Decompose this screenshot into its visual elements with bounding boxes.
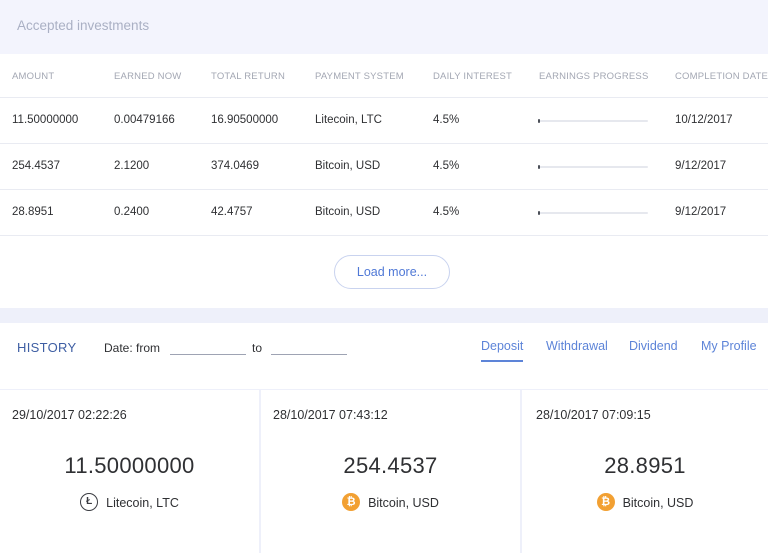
earnings-progress-bar	[538, 119, 648, 123]
card-datetime: 29/10/2017 02:22:26	[12, 408, 127, 422]
history-toolbar: HISTORY Date: from to Deposit Withdrawal…	[0, 323, 768, 389]
payment-system-cell: Bitcoin, USD	[315, 160, 381, 172]
history-card[interactable]: 29/10/2017 02:22:26 11.50000000 Ł Litecoi…	[0, 390, 259, 553]
date-from-input[interactable]	[170, 337, 246, 355]
history-title: HISTORY	[17, 340, 77, 355]
card-amount: 28.8951	[604, 453, 686, 478]
card-payment-label: Litecoin, LTC	[106, 496, 179, 510]
card-datetime: 28/10/2017 07:43:12	[273, 408, 388, 422]
amount-cell: 28.8951	[12, 206, 54, 218]
date-to-input[interactable]	[271, 337, 347, 355]
history-card[interactable]: 28/10/2017 07:09:15 28.8951 ₿ Bitcoin, US…	[522, 390, 768, 553]
daily-interest-cell: 4.5%	[433, 206, 460, 218]
col-header-daily-interest: DAILY INTEREST	[433, 71, 512, 82]
card-payment-label: Bitcoin, USD	[368, 496, 439, 510]
payment-system-cell: Bitcoin, USD	[315, 206, 381, 218]
earned-now-cell: 2.1200	[114, 160, 150, 172]
date-from-label: Date: from	[104, 341, 161, 355]
card-payment: ₿ Bitcoin, USD	[261, 493, 520, 512]
card-datetime: 28/10/2017 07:09:15	[536, 408, 651, 422]
completion-date-cell: 9/12/2017	[675, 160, 727, 172]
investments-header: Accepted investments	[0, 0, 768, 54]
litecoin-icon: Ł	[80, 493, 99, 511]
history-card[interactable]: 28/10/2017 07:43:12 254.4537 ₿ Bitcoin, U…	[261, 390, 520, 553]
daily-interest-cell: 4.5%	[433, 114, 460, 126]
card-payment-label: Bitcoin, USD	[622, 496, 694, 510]
card-amount: 11.50000000	[64, 453, 195, 478]
earnings-progress-bar	[538, 165, 648, 169]
card-payment: Ł Litecoin, LTC	[0, 493, 259, 512]
total-return-cell: 374.0469	[211, 160, 259, 172]
earnings-progress-fill	[538, 211, 540, 215]
total-return-cell: 16.90500000	[211, 114, 279, 126]
table-row: 28.8951 0.2400 42.4757 Bitcoin, USD 4.5%…	[0, 189, 768, 235]
card-payment: ₿ Bitcoin, USD	[522, 493, 768, 512]
col-header-total-return: TOTAL RETURN	[211, 71, 286, 82]
completion-date-cell: 9/12/2017	[675, 206, 727, 218]
section-title: Accepted investments	[17, 18, 150, 33]
tab-deposit[interactable]: Deposit	[481, 339, 524, 362]
amount-cell: 11.50000000	[12, 114, 79, 126]
bitcoin-icon: ₿	[596, 493, 615, 511]
tab-my-profile[interactable]: My Profile	[701, 339, 757, 353]
earnings-progress-fill	[538, 165, 540, 169]
card-amount: 254.4537	[343, 453, 438, 478]
completion-date-cell: 10/12/2017	[675, 114, 733, 126]
daily-interest-cell: 4.5%	[433, 160, 460, 172]
history-cards: 29/10/2017 02:22:26 11.50000000 Ł Litecoi…	[0, 390, 768, 553]
payment-system-cell: Litecoin, LTC	[315, 114, 382, 126]
col-header-completion-date: COMPLETION DATE	[675, 71, 768, 82]
tab-withdrawal[interactable]: Withdrawal	[546, 339, 608, 353]
earned-now-cell: 0.00479166	[114, 114, 175, 126]
earnings-progress-fill	[538, 119, 540, 123]
col-header-earned-now: EARNED NOW	[114, 71, 182, 82]
bitcoin-icon: ₿	[342, 493, 361, 511]
total-return-cell: 42.4757	[211, 206, 253, 218]
col-header-amount: AMOUNT	[12, 71, 55, 82]
tab-dividend[interactable]: Dividend	[629, 339, 678, 353]
col-header-payment-system: PAYMENT SYSTEM	[315, 71, 404, 82]
amount-cell: 254.4537	[12, 160, 60, 172]
table-row: 254.4537 2.1200 374.0469 Bitcoin, USD 4.…	[0, 143, 768, 189]
date-to-label: to	[252, 341, 263, 355]
col-header-earnings-progress: EARNINGS PROGRESS	[539, 71, 649, 82]
earned-now-cell: 0.2400	[114, 206, 150, 218]
table-divider	[0, 235, 768, 236]
load-more-button[interactable]: Load more...	[334, 255, 450, 289]
investments-table: AMOUNT EARNED NOW TOTAL RETURN PAYMENT S…	[0, 54, 768, 308]
table-row: 11.50000000 0.00479166 16.90500000 Litec…	[0, 97, 768, 143]
earnings-progress-bar	[538, 211, 648, 215]
